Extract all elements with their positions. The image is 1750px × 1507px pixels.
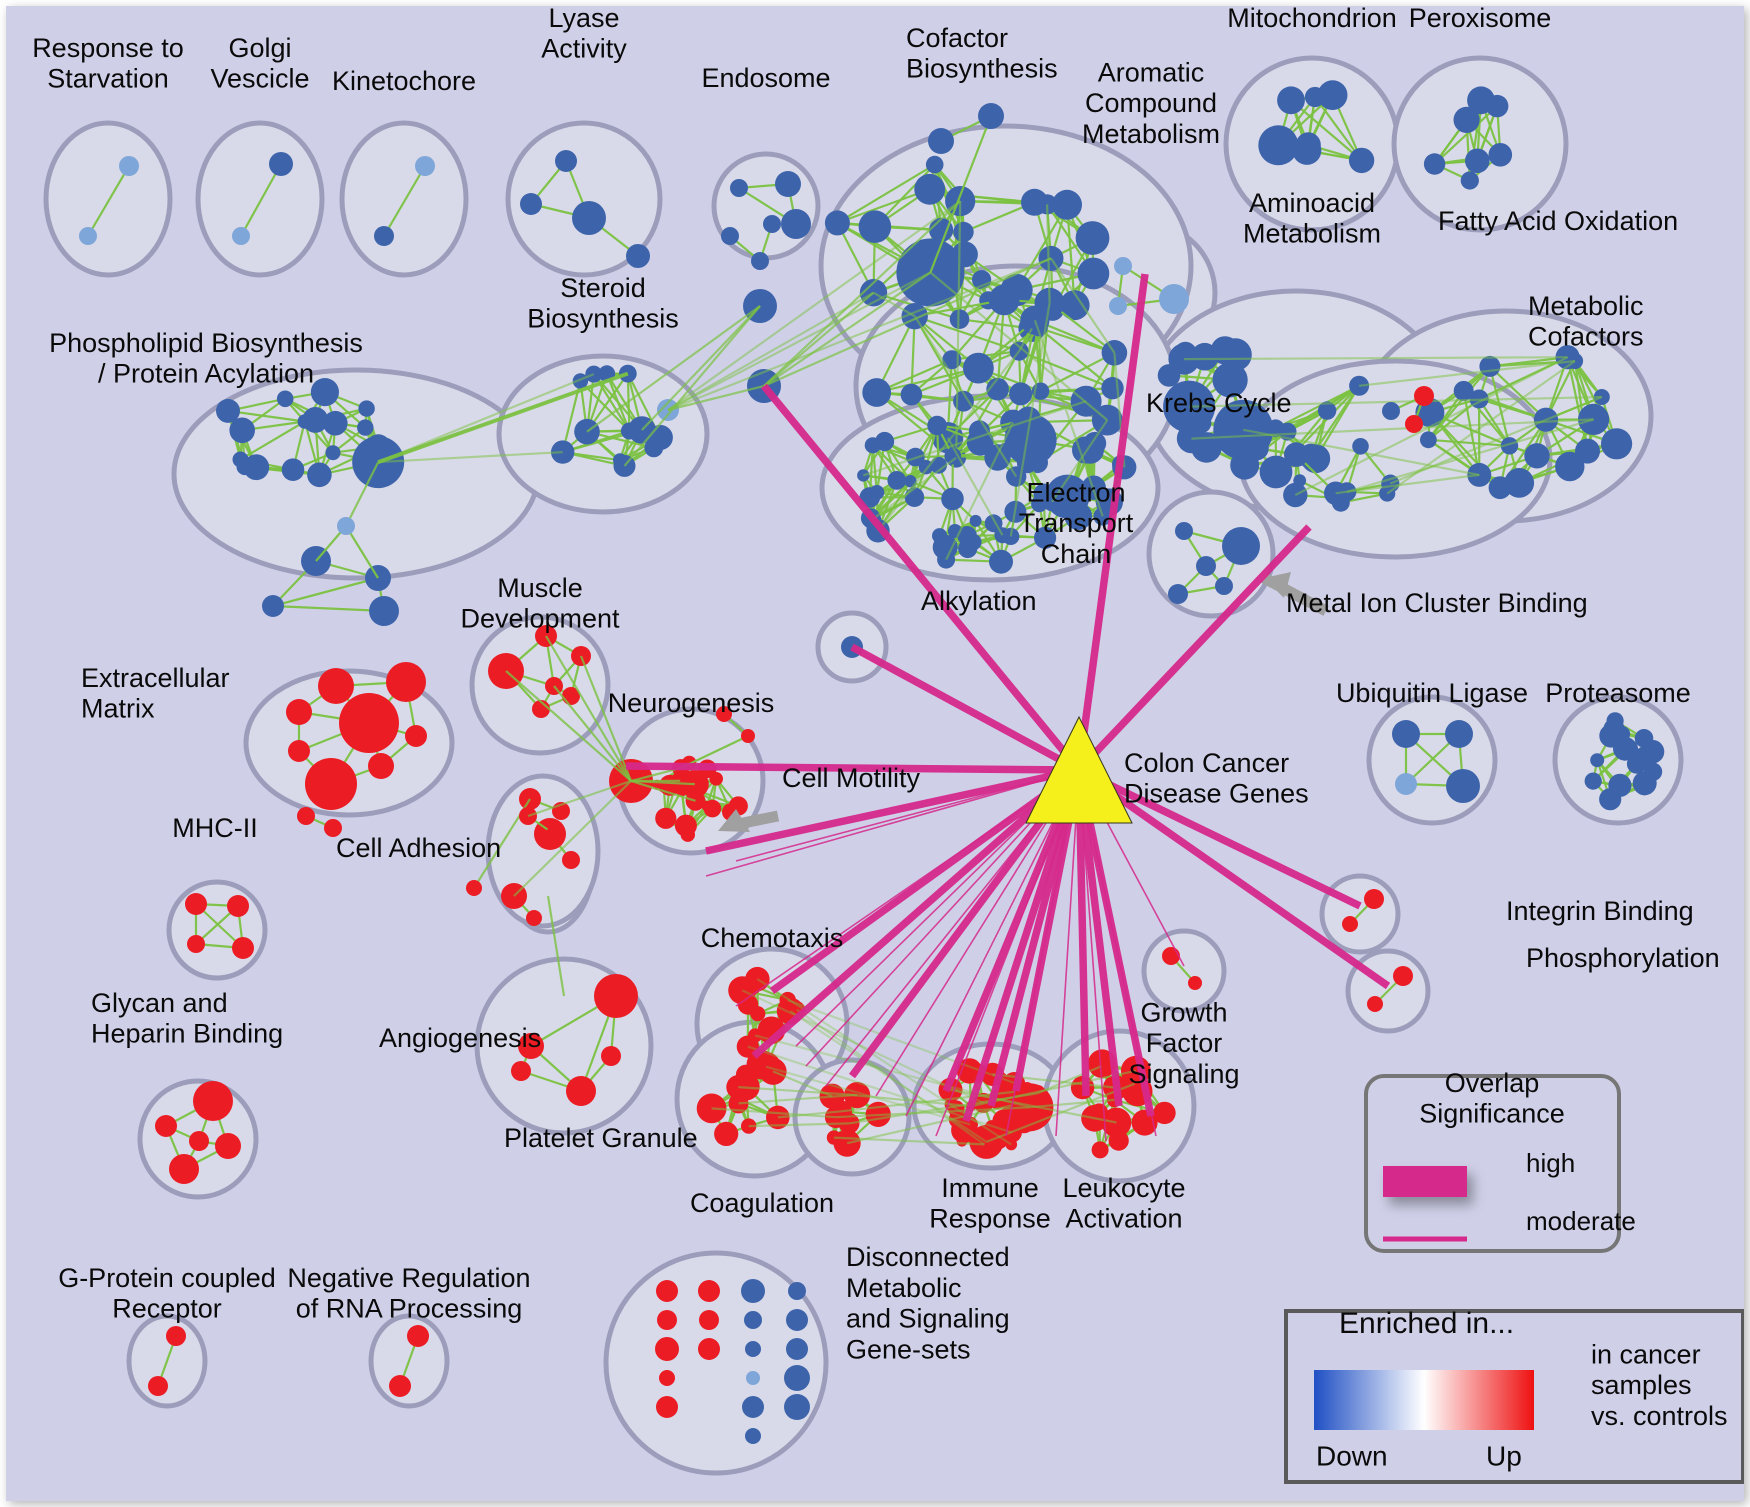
svg-text:Immune: Immune: [941, 1173, 1039, 1203]
svg-text:samples: samples: [1591, 1370, 1692, 1400]
svg-text:Phosphorylation: Phosphorylation: [1526, 943, 1720, 973]
svg-text:of RNA Processing: of RNA Processing: [296, 1294, 523, 1324]
svg-text:Metabolism: Metabolism: [1243, 219, 1381, 249]
svg-text:Significance: Significance: [1419, 1099, 1565, 1129]
svg-text:Response to: Response to: [32, 33, 184, 63]
svg-text:Phospholipid Biosynthesis: Phospholipid Biosynthesis: [49, 328, 363, 358]
svg-text:Transport: Transport: [1019, 508, 1134, 538]
svg-text:Overlap: Overlap: [1445, 1068, 1540, 1098]
svg-text:Endosome: Endosome: [701, 63, 830, 93]
svg-text:Peroxisome: Peroxisome: [1409, 6, 1552, 33]
svg-text:Down: Down: [1316, 1440, 1388, 1471]
svg-text:/ Protein Acylation: / Protein Acylation: [98, 359, 314, 389]
svg-text:Glycan and: Glycan and: [91, 988, 228, 1018]
svg-text:Development: Development: [460, 604, 620, 634]
svg-text:Mitochondrion: Mitochondrion: [1227, 6, 1397, 33]
svg-text:Metabolism: Metabolism: [1082, 119, 1220, 149]
svg-text:Enriched in...: Enriched in...: [1339, 1307, 1514, 1340]
svg-text:Coagulation: Coagulation: [690, 1188, 834, 1218]
svg-text:Gene-sets: Gene-sets: [846, 1334, 971, 1364]
svg-text:Disease Genes: Disease Genes: [1124, 779, 1309, 809]
svg-text:Steroid: Steroid: [560, 273, 646, 303]
svg-text:Platelet Granule: Platelet Granule: [504, 1123, 698, 1153]
svg-text:Krebs Cycle: Krebs Cycle: [1146, 388, 1292, 418]
svg-text:Chain: Chain: [1041, 539, 1112, 569]
svg-text:Metal Ion Cluster Binding: Metal Ion Cluster Binding: [1286, 588, 1588, 618]
svg-text:Growth: Growth: [1140, 997, 1227, 1027]
svg-text:G-Protein coupled: G-Protein coupled: [58, 1263, 276, 1293]
svg-text:Golgi: Golgi: [228, 33, 291, 63]
svg-text:Heparin Binding: Heparin Binding: [91, 1019, 283, 1049]
svg-text:Receptor: Receptor: [112, 1294, 222, 1324]
svg-text:Proteasome: Proteasome: [1545, 678, 1691, 708]
svg-text:Signaling: Signaling: [1128, 1059, 1239, 1089]
svg-text:Cofactor: Cofactor: [906, 23, 1008, 53]
svg-text:Alkylation: Alkylation: [921, 586, 1037, 616]
svg-text:in cancer: in cancer: [1591, 1339, 1701, 1369]
svg-text:MHC-II: MHC-II: [172, 813, 257, 843]
svg-text:Integrin Binding: Integrin Binding: [1506, 896, 1694, 926]
svg-text:Disconnected: Disconnected: [846, 1242, 1010, 1272]
svg-text:Vescicle: Vescicle: [210, 64, 309, 94]
svg-text:Kinetochore: Kinetochore: [332, 66, 476, 96]
svg-text:Metabolic: Metabolic: [846, 1273, 962, 1303]
svg-text:Extracellular: Extracellular: [81, 663, 230, 693]
svg-text:Response: Response: [929, 1204, 1051, 1234]
svg-text:Up: Up: [1486, 1440, 1522, 1471]
svg-text:Activation: Activation: [1065, 1204, 1182, 1234]
svg-text:Factor: Factor: [1146, 1028, 1223, 1058]
svg-text:high: high: [1526, 1148, 1575, 1178]
svg-text:Cofactors: Cofactors: [1528, 322, 1644, 352]
svg-text:Cell Motility: Cell Motility: [782, 763, 921, 793]
svg-text:moderate: moderate: [1526, 1206, 1636, 1236]
svg-text:Activity: Activity: [541, 34, 627, 64]
svg-text:Fatty Acid Oxidation: Fatty Acid Oxidation: [1438, 206, 1678, 236]
svg-text:Lyase: Lyase: [548, 6, 619, 33]
svg-text:Aromatic: Aromatic: [1098, 57, 1205, 87]
svg-text:Metabolic: Metabolic: [1528, 291, 1644, 321]
svg-text:Muscle: Muscle: [497, 573, 583, 603]
svg-text:Colon Cancer: Colon Cancer: [1124, 748, 1289, 778]
svg-text:Matrix: Matrix: [81, 694, 155, 724]
svg-text:Biosynthesis: Biosynthesis: [527, 304, 679, 334]
svg-text:Negative Regulation: Negative Regulation: [287, 1263, 530, 1293]
svg-text:Neurogenesis: Neurogenesis: [608, 688, 775, 718]
svg-text:Starvation: Starvation: [47, 64, 169, 94]
svg-text:Biosynthesis: Biosynthesis: [906, 54, 1058, 84]
svg-text:Cell Adhesion: Cell Adhesion: [336, 833, 501, 863]
svg-text:Compound: Compound: [1085, 88, 1217, 118]
svg-text:vs. controls: vs. controls: [1591, 1401, 1728, 1431]
svg-text:Chemotaxis: Chemotaxis: [701, 923, 844, 953]
svg-text:and Signaling: and Signaling: [846, 1304, 1010, 1334]
svg-text:Aminoacid: Aminoacid: [1249, 188, 1375, 218]
svg-text:Electron: Electron: [1026, 477, 1125, 507]
svg-text:Leukocyte: Leukocyte: [1062, 1173, 1185, 1203]
svg-text:Ubiquitin Ligase: Ubiquitin Ligase: [1336, 678, 1528, 708]
svg-text:Angiogenesis: Angiogenesis: [379, 1023, 541, 1053]
